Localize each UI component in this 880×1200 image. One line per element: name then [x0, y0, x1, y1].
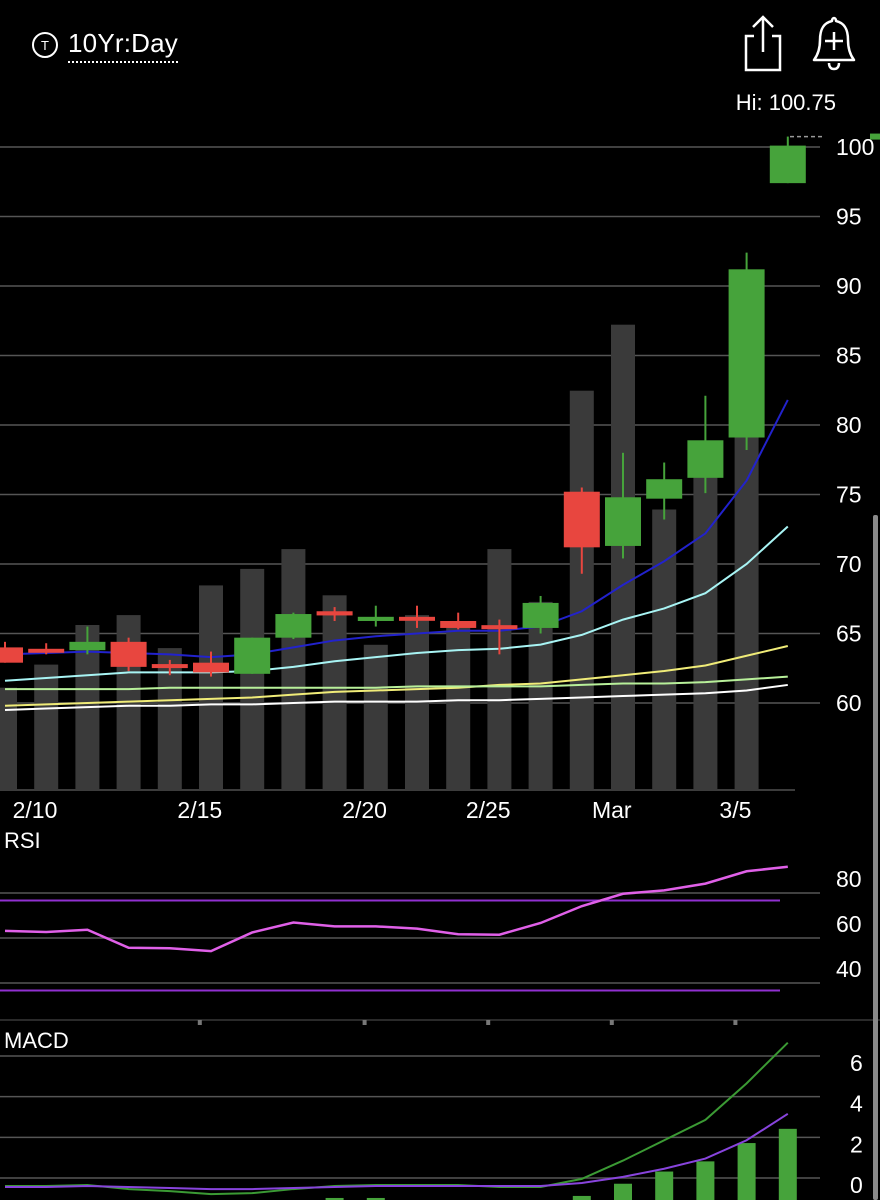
- rsi-tick-label: 40: [836, 956, 862, 982]
- price-tick-label: 80: [836, 412, 862, 438]
- top-bar: T 10Yr:Day: [0, 0, 880, 90]
- macd-histogram-bar: [366, 1197, 385, 1200]
- candle-body: [728, 269, 765, 438]
- macd-histogram-bar: [325, 1197, 344, 1200]
- candle-body: [769, 145, 806, 184]
- x-axis-tick-label: 2/10: [13, 797, 58, 823]
- price-panel: 60 65 70 75 80 85 90 95 100 2/10 2/15 2/20 2/25 Mar 3/…: [0, 133, 880, 823]
- macd-tick-label: 6: [850, 1050, 863, 1076]
- macd-tick-label: 0: [850, 1172, 863, 1198]
- price-tick-label: 65: [836, 621, 862, 647]
- macd-histogram-bar: [655, 1171, 674, 1200]
- volume-bar: [446, 621, 471, 790]
- symbol-type-icon: T: [32, 32, 58, 58]
- macd-histogram-bar: [778, 1128, 797, 1200]
- rsi-tick-label: 60: [836, 911, 862, 937]
- macd-panel: MACD 0 2 4 6: [0, 1028, 863, 1200]
- rsi-line: [4, 865, 788, 953]
- candle-body: [110, 641, 147, 667]
- macd-title: MACD: [4, 1028, 69, 1053]
- x-axis-tick-label: 2/25: [466, 797, 511, 823]
- macd-tick-label: 4: [850, 1091, 863, 1117]
- moving-average-line: [4, 683, 788, 711]
- price-tick-label: 95: [836, 204, 862, 230]
- candle-body: [522, 602, 559, 628]
- rsi-x-tick: [362, 1020, 367, 1025]
- candle-body: [440, 620, 477, 628]
- candle-body: [151, 664, 188, 669]
- candle-body: [28, 648, 65, 653]
- macd-histogram-bar: [737, 1143, 756, 1200]
- period-label[interactable]: 10Yr:Day: [68, 28, 178, 63]
- macd-histogram-bar: [614, 1183, 632, 1200]
- x-axis-tick-label: Mar: [592, 797, 632, 823]
- volume-bar: [240, 568, 265, 790]
- candle-body: [69, 641, 106, 651]
- macd-signal-line: [5, 1112, 789, 1191]
- x-axis-tick-label: 3/5: [719, 797, 751, 823]
- macd-tick-label: 2: [850, 1131, 863, 1157]
- rsi-x-tick: [733, 1020, 738, 1025]
- candle-body: [646, 479, 683, 499]
- macd-histogram-bar: [572, 1195, 591, 1200]
- moving-average-line: [4, 645, 789, 707]
- volume-bar: [0, 687, 17, 790]
- price-tick-label: 100: [836, 134, 874, 160]
- candle-body: [563, 491, 600, 548]
- moving-average-line: [4, 525, 789, 682]
- candle-body: [316, 611, 353, 616]
- volume-bar: [693, 453, 718, 790]
- price-tick-label: 70: [836, 551, 862, 577]
- high-label: Hi: 100.75: [735, 90, 836, 115]
- candle-body: [234, 637, 271, 674]
- candle-body: [481, 625, 518, 630]
- volume-bar: [34, 664, 59, 790]
- candle-body: [399, 616, 435, 621]
- candle-body: [193, 662, 229, 673]
- last-price-marker: [870, 133, 880, 140]
- candle-body: [605, 497, 641, 546]
- volume-bar: [569, 390, 594, 790]
- volume-bar: [487, 549, 512, 790]
- volume-bar: [363, 644, 388, 790]
- rsi-x-tick: [486, 1020, 491, 1025]
- candle-body: [687, 440, 724, 478]
- volume-bar: [281, 549, 306, 790]
- price-tick-label: 75: [836, 482, 862, 508]
- period-selector[interactable]: T 10Yr:Day: [32, 28, 178, 63]
- price-tick-label: 85: [836, 343, 862, 369]
- scrollbar[interactable]: [873, 515, 878, 1200]
- rsi-title: RSI: [4, 828, 41, 853]
- rsi-x-tick: [197, 1020, 202, 1025]
- moving-average-line: [5, 675, 788, 691]
- candle-body: [275, 614, 312, 638]
- volume-bar: [652, 509, 677, 790]
- x-axis-tick-label: 2/20: [342, 797, 387, 823]
- candle-body: [357, 616, 394, 621]
- x-axis-tick-label: 2/15: [177, 797, 222, 823]
- macd-histogram-bar: [696, 1161, 715, 1200]
- macd-line: [5, 1041, 789, 1196]
- bell-plus-icon[interactable]: [808, 14, 858, 74]
- rsi-x-tick: [609, 1020, 614, 1025]
- share-icon[interactable]: [736, 14, 786, 74]
- rsi-panel: RSI 40 60 80: [0, 828, 880, 1025]
- price-tick-label: 60: [836, 690, 862, 716]
- price-tick-label: 90: [836, 273, 862, 299]
- rsi-tick-label: 80: [836, 866, 862, 892]
- candle-body: [0, 647, 23, 663]
